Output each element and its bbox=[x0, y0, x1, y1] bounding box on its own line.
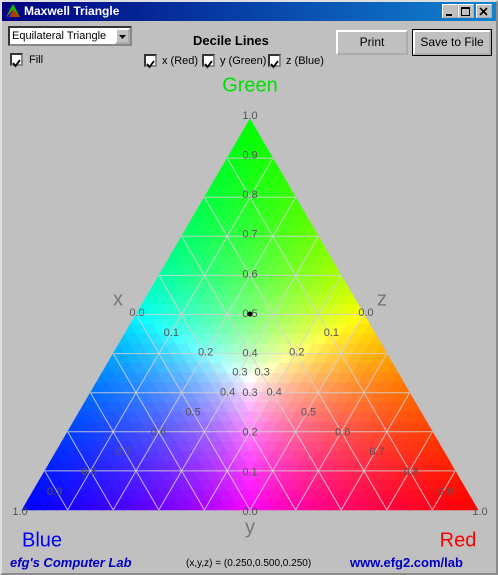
close-button[interactable] bbox=[476, 4, 492, 18]
status-text: (x,y,z) = (0.250,0.500,0.250) bbox=[186, 558, 312, 569]
save-button[interactable]: Save to File bbox=[412, 29, 492, 56]
decile-label: 0.4 bbox=[242, 348, 257, 360]
decile-line bbox=[67, 157, 274, 511]
current-point bbox=[247, 311, 253, 317]
x-axis-letter: x bbox=[113, 288, 123, 310]
decile-line bbox=[340, 392, 411, 511]
decile-heading: Decile Lines bbox=[193, 33, 269, 48]
decile-line bbox=[249, 314, 365, 511]
x-label: x (Red) bbox=[162, 55, 199, 67]
decile-label: 0.8 bbox=[404, 466, 419, 478]
app-icon bbox=[6, 4, 20, 17]
decile-label: 0.4 bbox=[220, 387, 235, 399]
decile-label: 0.7 bbox=[116, 446, 131, 458]
decile-line bbox=[226, 157, 433, 511]
decile-line bbox=[295, 353, 388, 511]
decile-label: 0.3 bbox=[242, 387, 257, 399]
decile-line bbox=[386, 431, 433, 511]
decile-line bbox=[112, 353, 205, 511]
decile-label: 0.1 bbox=[324, 327, 339, 339]
red-label: Red bbox=[440, 529, 477, 551]
decile-line bbox=[158, 236, 319, 511]
print-button[interactable]: Print bbox=[336, 30, 408, 55]
y-label: y (Green) bbox=[220, 55, 267, 67]
decile-line bbox=[44, 470, 69, 511]
decile-label: 0.4 bbox=[267, 387, 282, 399]
decile-label: 0.3 bbox=[255, 367, 270, 379]
decile-label: 0.1 bbox=[164, 327, 179, 339]
decile-label: 0.9 bbox=[242, 150, 257, 162]
fill-checkbox[interactable] bbox=[10, 53, 23, 68]
decile-label: 0.5 bbox=[301, 406, 316, 418]
decile-line bbox=[181, 236, 342, 511]
y-axis-letter: y bbox=[245, 516, 255, 538]
decile-label: 0.2 bbox=[198, 347, 213, 359]
decile-label: 0.1 bbox=[242, 466, 257, 478]
title-bar: Maxwell Triangle bbox=[2, 2, 496, 21]
decile-label: 0.0 bbox=[242, 506, 257, 518]
decile-label: 0.8 bbox=[82, 466, 97, 478]
green-label: Green bbox=[222, 74, 278, 96]
decile-label: 0.9 bbox=[438, 486, 453, 498]
shape-select[interactable]: Equilateral Triangle bbox=[8, 26, 132, 46]
decile-label: 0.3 bbox=[232, 367, 247, 379]
decile-line bbox=[89, 392, 160, 511]
decile-label: 0.2 bbox=[289, 347, 304, 359]
minimize-button[interactable] bbox=[442, 4, 458, 18]
maximize-button[interactable] bbox=[458, 4, 474, 18]
window-title: Maxwell Triangle bbox=[24, 4, 120, 18]
z-label: z (Blue) bbox=[286, 55, 324, 67]
decile-label: 0.7 bbox=[369, 446, 384, 458]
decile-label: 0.6 bbox=[242, 268, 257, 280]
fill-label: Fill bbox=[29, 54, 44, 66]
decile-label: 0.9 bbox=[47, 486, 62, 498]
decile-label: 0.8 bbox=[242, 189, 257, 201]
blue-label: Blue bbox=[22, 529, 62, 551]
select-value: Equilateral Triangle bbox=[12, 30, 107, 42]
decile-line bbox=[431, 470, 456, 511]
footer-left: efg's Computer Lab bbox=[10, 555, 132, 570]
y-checkbox[interactable] bbox=[202, 54, 215, 69]
decile-label: 0.0 bbox=[358, 307, 373, 319]
decile-label: 0.6 bbox=[151, 426, 166, 438]
decile-label: 1.0 bbox=[12, 506, 27, 518]
decile-label: 0.0 bbox=[129, 307, 144, 319]
decile-label: 1.0 bbox=[472, 506, 487, 518]
footer-right: www.efg2.com/lab bbox=[350, 555, 463, 570]
z-axis-letter: z bbox=[377, 288, 387, 310]
color-cell bbox=[466, 499, 479, 511]
decile-label: 0.2 bbox=[242, 427, 257, 439]
x-checkbox[interactable] bbox=[144, 54, 157, 69]
z-checkbox[interactable] bbox=[268, 54, 281, 69]
decile-label: 1.0 bbox=[242, 110, 257, 122]
decile-label: 0.5 bbox=[185, 406, 200, 418]
decile-line bbox=[67, 431, 114, 511]
decile-label: 0.7 bbox=[242, 229, 257, 241]
decile-line bbox=[135, 314, 251, 511]
decile-label: 0.6 bbox=[335, 426, 350, 438]
